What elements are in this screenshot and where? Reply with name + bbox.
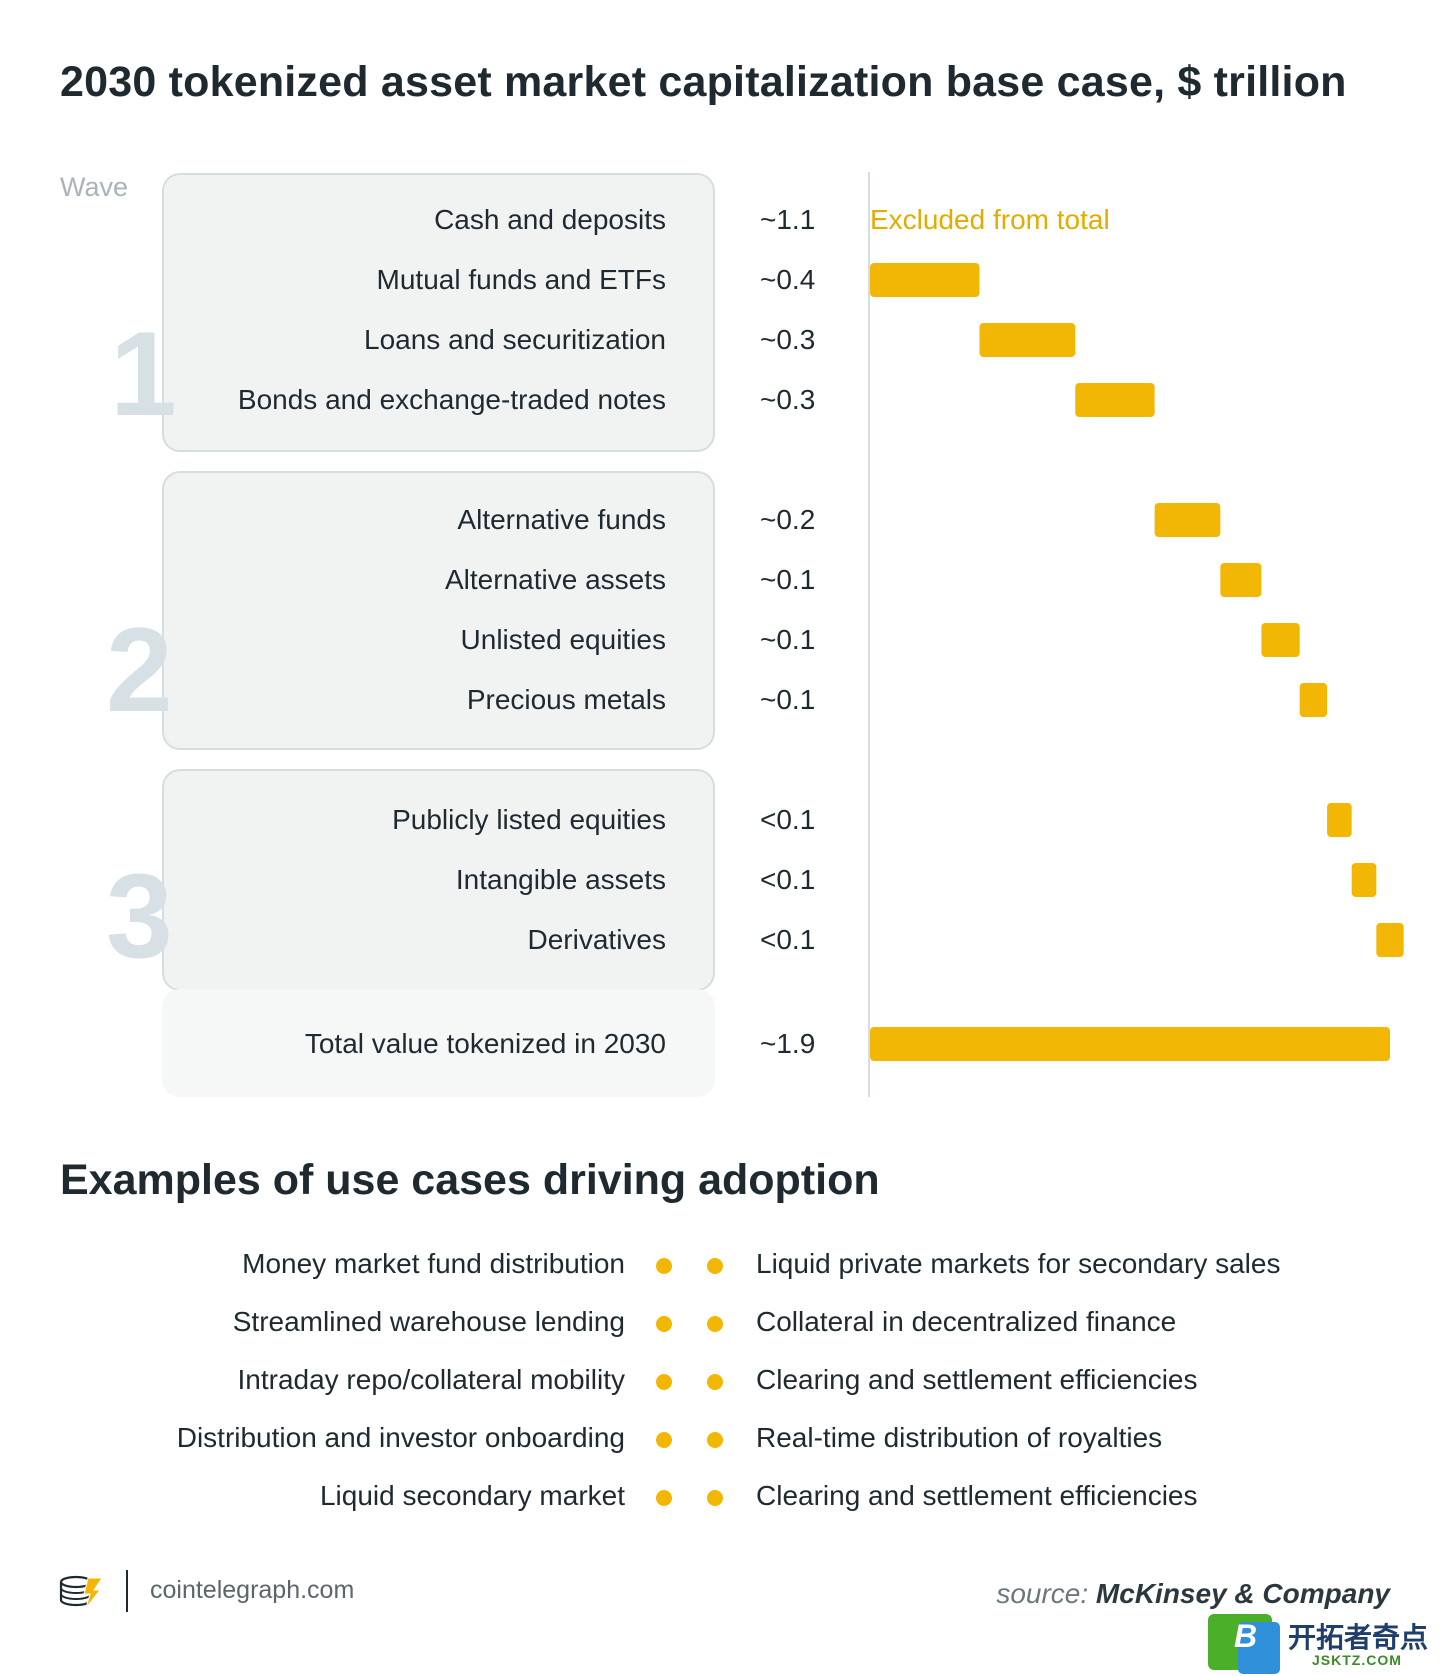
category-label: Bonds and exchange-traded notes [237, 384, 666, 415]
wave-2-panel [162, 471, 715, 750]
total-category-label: Total value tokenized in 2030 [304, 1028, 666, 1059]
watermark-domain: JSKTZ.COM [1312, 1652, 1402, 1668]
bullet-dot [656, 1316, 672, 1332]
value-label: ~0.2 [760, 504, 816, 535]
value-label: ~1.1 [760, 204, 816, 235]
waterfall-bar [1299, 683, 1328, 717]
use-case-right: Liquid private markets for secondary sal… [756, 1248, 1281, 1279]
source-label: source: [996, 1578, 1089, 1609]
use-case-left: Intraday repo/collateral mobility [237, 1364, 625, 1395]
value-label: ~0.3 [760, 324, 816, 355]
bullet-dot [707, 1258, 723, 1274]
category-label: Publicly listed equities [392, 804, 666, 835]
bullet-dot [707, 1490, 723, 1506]
wave-column-label: Wave [60, 172, 129, 202]
watermark-letter: B [1234, 1618, 1258, 1654]
waterfall-bar [870, 263, 980, 297]
use-case-right: Real-time distribution of royalties [756, 1422, 1163, 1453]
category-label: Precious metals [466, 684, 666, 715]
waterfall-bar [1220, 563, 1262, 597]
total-value-label: ~1.9 [760, 1028, 816, 1059]
wave-3-number: 3 [106, 849, 173, 983]
category-label: Alternative assets [445, 564, 666, 595]
value-label: ~0.1 [760, 684, 816, 715]
use-case-right: Clearing and settlement efficiencies [756, 1480, 1198, 1511]
footer-divider [126, 1570, 128, 1612]
use-case-left: Distribution and investor onboarding [176, 1422, 625, 1453]
category-label: Intangible assets [455, 864, 666, 895]
value-label: <0.1 [760, 924, 816, 955]
category-label: Loans and securitization [364, 324, 666, 355]
watermark-text: 开拓者奇点 [1288, 1622, 1429, 1653]
bullet-dot [656, 1490, 672, 1506]
use-case-right: Collateral in decentralized finance [756, 1306, 1177, 1337]
category-label: Cash and deposits [434, 204, 666, 235]
use-cases-title: Examples of use cases driving adoption [60, 1156, 880, 1204]
bullet-dot [707, 1432, 723, 1448]
use-case-left: Money market fund distribution [242, 1248, 625, 1279]
value-label: ~0.1 [760, 624, 816, 655]
category-label: Mutual funds and ETFs [376, 264, 666, 295]
total-bar [870, 1027, 1390, 1061]
bullet-dot [656, 1432, 672, 1448]
chart-baseline [868, 172, 870, 1097]
wave-1-number: 1 [110, 307, 177, 441]
category-label: Unlisted equities [460, 624, 666, 655]
wave-1-panel [162, 173, 715, 452]
value-label: ~0.4 [760, 264, 816, 295]
value-label: <0.1 [760, 804, 816, 835]
waterfall-bar [979, 323, 1076, 357]
source-credit: source: McKinsey & Company [996, 1578, 1390, 1610]
bullet-dot [707, 1374, 723, 1390]
use-case-left: Liquid secondary market [319, 1480, 625, 1511]
cointelegraph-logo-icon [59, 1575, 103, 1609]
total-panel [162, 989, 715, 1097]
chart-title: 2030 tokenized asset market capitalizati… [60, 58, 1347, 106]
excluded-note: Excluded from total [870, 204, 1110, 235]
wave-2-number: 2 [106, 603, 173, 737]
use-case-right: Clearing and settlement efficiencies [756, 1364, 1198, 1395]
waterfall-bar [1075, 383, 1155, 417]
bullet-dot [656, 1374, 672, 1390]
wave-3-panel [162, 769, 715, 991]
waterfall-bar [1327, 803, 1352, 837]
waterfall-bar [1261, 623, 1300, 657]
waterfall-bar [1154, 503, 1221, 537]
site-name: cointelegraph.com [150, 1576, 355, 1604]
bullet-dot [656, 1258, 672, 1274]
waterfall-bar [1376, 923, 1404, 957]
bullet-dot [707, 1316, 723, 1332]
category-label: Derivatives [527, 924, 666, 955]
category-label: Alternative funds [457, 504, 666, 535]
value-label: ~0.1 [760, 564, 816, 595]
use-case-left: Streamlined warehouse lending [232, 1306, 625, 1337]
value-label: ~0.3 [760, 384, 816, 415]
waterfall-bar [1351, 863, 1377, 897]
source-organization: McKinsey & Company [1095, 1578, 1390, 1609]
watermark: B 开拓者奇点 JSKTZ.COM [1208, 1614, 1438, 1674]
value-label: <0.1 [760, 864, 816, 895]
watermark-logo-back [1238, 1622, 1280, 1674]
